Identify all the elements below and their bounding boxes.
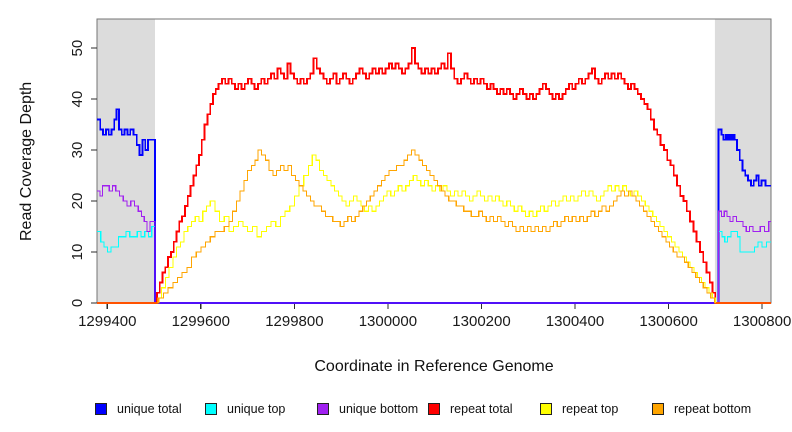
legend-label-unique-total: unique total: [117, 402, 182, 416]
y-tick-label: 0: [69, 299, 86, 307]
x-tick-label: 1300000: [359, 313, 417, 330]
legend-swatch-repeat-bottom: [652, 403, 664, 415]
legend-swatch-unique-total: [95, 403, 107, 415]
y-axis-title: Read Coverage Depth: [18, 81, 35, 241]
legend-item-unique-top: unique top: [205, 399, 285, 419]
legend-label-unique-bottom: unique bottom: [339, 402, 419, 416]
shaded-region-0: [97, 19, 155, 303]
legend-swatch-repeat-top: [540, 403, 552, 415]
y-tick-label: 10: [69, 244, 86, 261]
x-tick-label: 1300600: [639, 313, 697, 330]
legend-label-repeat-total: repeat total: [450, 402, 513, 416]
legend-label-unique-top: unique top: [227, 402, 286, 416]
y-tick-label: 30: [69, 142, 86, 159]
legend-swatch-repeat-total: [428, 403, 440, 415]
legend-item-repeat-top: repeat top: [540, 399, 618, 419]
series-repeat-bottom: [97, 149, 771, 304]
y-tick-label: 40: [69, 91, 86, 108]
y-tick-label: 20: [69, 193, 86, 210]
series-unique-total: [97, 108, 771, 304]
legend-swatch-unique-bottom: [317, 403, 329, 415]
legend: unique total unique top unique bottom repea…: [0, 399, 792, 423]
legend-label-repeat-top: repeat top: [562, 402, 619, 416]
legend-item-repeat-bottom: repeat bottom: [652, 399, 751, 419]
legend-label-repeat-bottom: repeat bottom: [674, 402, 752, 416]
x-tick-label: 1300200: [452, 313, 510, 330]
series-unique-bottom: [97, 185, 771, 304]
x-tick-label: 1299400: [78, 313, 136, 330]
x-tick-label: 1300800: [733, 313, 791, 330]
x-tick-label: 1300400: [546, 313, 604, 330]
y-tick-label: 50: [69, 40, 86, 57]
legend-item-unique-bottom: unique bottom: [317, 399, 418, 419]
x-tick-label: 1299800: [265, 313, 323, 330]
series-repeat-total: [97, 47, 771, 304]
x-axis-title: Coordinate in Reference Genome: [314, 358, 554, 375]
series-unique-top: [97, 225, 771, 304]
x-tick-label: 1299600: [172, 313, 230, 330]
legend-item-repeat-total: repeat total: [428, 399, 513, 419]
legend-item-unique-total: unique total: [95, 399, 182, 419]
legend-swatch-unique-top: [205, 403, 217, 415]
